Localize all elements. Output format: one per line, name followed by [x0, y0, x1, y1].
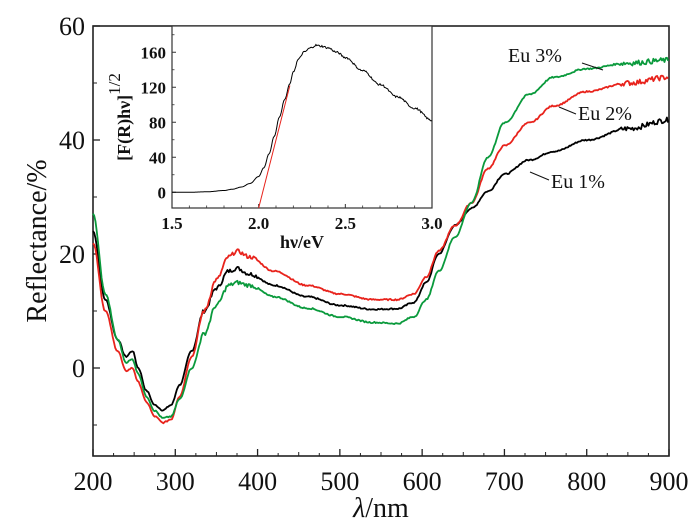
inset-y-tick-label: 40 — [149, 148, 166, 167]
main-y-tick-label: 20 — [59, 240, 85, 269]
inset-linear-fit-line — [258, 85, 291, 209]
main-y-tick-labels: 0 20 40 60 — [59, 12, 85, 383]
inset-y-tick-labels: 0 40 80 120 160 — [141, 43, 167, 202]
annotation-leader-eu1 — [529, 171, 550, 181]
inset-x-axis-title: hν/eV — [280, 232, 324, 252]
main-x-tick-label: 700 — [485, 467, 524, 496]
inset-y-tick-label: 80 — [149, 113, 166, 132]
inset-y-axis-title-superscript: 1/2 — [105, 73, 124, 95]
annotation-leader-eu2 — [558, 106, 577, 115]
main-x-tick-labels: 200 300 400 500 600 700 800 900 — [74, 467, 689, 496]
main-series-group — [92, 56, 670, 425]
main-x-tick-label: 800 — [567, 467, 606, 496]
inset-background — [172, 26, 432, 208]
x-axis-title-symbol: λ — [352, 493, 365, 524]
inset-y-tick-label: 160 — [141, 43, 167, 62]
series-line-eu1 — [92, 116, 670, 412]
inset-axis-ticks — [171, 34, 433, 208]
annotation-eu1: Eu 1% — [551, 171, 605, 193]
inset-x-tick-label: 1.5 — [161, 214, 182, 233]
main-axis-ticks — [92, 25, 670, 456]
series-line-eu3 — [92, 56, 670, 419]
main-x-tick-label: 300 — [156, 467, 195, 496]
main-y-tick-label: 60 — [59, 12, 85, 41]
inset-series-group — [172, 43, 433, 209]
main-x-tick-label: 200 — [74, 467, 113, 496]
inset-frame — [171, 25, 433, 209]
inset-y-axis-title-base: [F(R)hν] — [114, 95, 135, 161]
main-x-tick-label: 400 — [238, 467, 277, 496]
annotation-leader-eu3 — [581, 62, 604, 71]
x-axis-title-unit: /nm — [365, 493, 409, 524]
annotation-eu3: Eu 3% — [508, 45, 562, 67]
series-line-eu2 — [92, 74, 669, 425]
main-y-tick-label: 40 — [59, 126, 85, 155]
inset-x-tick-label: 3.0 — [421, 214, 442, 233]
inset-y-tick-label: 0 — [158, 183, 167, 202]
main-y-tick-label: 0 — [72, 354, 85, 383]
inset-x-tick-label: 2.0 — [248, 214, 269, 233]
main-x-tick-label: 900 — [650, 467, 689, 496]
y-axis-title: Reflectance/% — [22, 159, 53, 322]
main-x-tick-label: 600 — [403, 467, 442, 496]
main-x-tick-label: 500 — [320, 467, 359, 496]
inset-y-tick-label: 120 — [141, 78, 167, 97]
annotation-eu2: Eu 2% — [578, 103, 632, 125]
inset-x-tick-labels: 1.5 2.0 2.5 3.0 — [161, 214, 442, 233]
inset-series-line — [172, 43, 433, 193]
x-axis-title: λ/nm — [352, 493, 409, 524]
inset-y-axis-title: [F(R)hν]1/2 — [105, 73, 135, 161]
inset-x-tick-label: 2.5 — [335, 214, 356, 233]
